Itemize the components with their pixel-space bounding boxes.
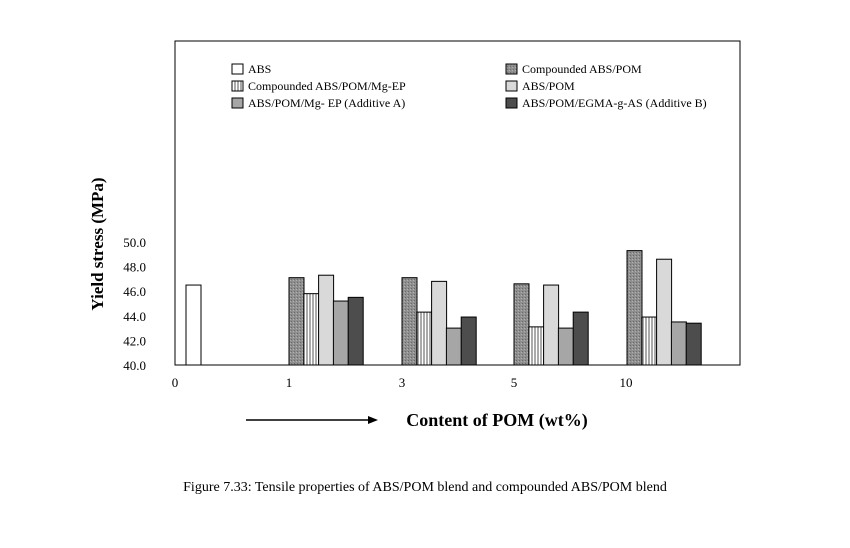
bar-compounded-abs-pom-mg-ep-1 <box>303 293 320 366</box>
bar-abs-pom-egma-g-as-additive-b--5 <box>572 311 589 366</box>
bar-abs-pom-egma-g-as-additive-b--10 <box>685 322 702 366</box>
x-axis-label: Content of POM (wt%) <box>406 410 587 431</box>
legend-swatch <box>231 97 244 109</box>
y-tick-label: 50.0 <box>123 235 146 250</box>
bar-abs-0 <box>185 284 202 366</box>
bar-compounded-abs-pom-1 <box>288 277 305 366</box>
legend-swatch <box>231 80 244 92</box>
bar-compounded-abs-pom-mg-ep-10 <box>641 316 658 366</box>
x-tick-label: 3 <box>399 375 406 390</box>
bar-abs-pom-egma-g-as-additive-b--3 <box>460 316 477 366</box>
bar-abs-pom-5 <box>543 284 560 366</box>
y-tick-label: 40.0 <box>123 358 146 373</box>
x-tick-label: 10 <box>620 375 633 390</box>
x-tick-label: 1 <box>286 375 293 390</box>
bar-abs-pom-10 <box>656 258 673 366</box>
y-axis-ticks: 40.0 42.0 44.0 46.0 48.0 50.0 <box>123 235 146 373</box>
legend-swatch <box>231 63 244 75</box>
bar-abs-pom-mg-ep-additive-a--3 <box>445 327 462 366</box>
x-axis-ticks: 0 1 3 5 10 <box>172 375 633 390</box>
bar-compounded-abs-pom-5 <box>513 283 530 366</box>
legend-label: ABS/POM/EGMA-g-AS (Additive B) <box>522 96 707 110</box>
y-axis-label: Yield stress (MPa) <box>88 177 107 310</box>
plot-area-frame <box>174 40 741 366</box>
y-tick-label: 42.0 <box>123 333 146 348</box>
x-axis-arrow-head <box>368 416 378 424</box>
legend-label: Compounded ABS/POM/Mg-EP <box>248 79 406 93</box>
legend-label: Compounded ABS/POM <box>522 62 642 76</box>
y-tick-label: 46.0 <box>123 284 146 299</box>
figure-caption: Figure 7.33: Tensile properties of ABS/P… <box>183 480 667 495</box>
y-tick-label: 48.0 <box>123 260 146 275</box>
x-tick-label: 0 <box>172 375 179 390</box>
y-tick-label: 44.0 <box>123 309 146 324</box>
bar-abs-pom-mg-ep-additive-a--1 <box>332 300 349 366</box>
legend-swatch <box>505 80 518 92</box>
bar-compounded-abs-pom-mg-ep-5 <box>528 326 545 366</box>
bar-compounded-abs-pom-3 <box>401 277 418 366</box>
bars <box>185 250 702 366</box>
legend-swatch <box>505 97 518 109</box>
bar-abs-pom-mg-ep-additive-a--10 <box>670 321 687 366</box>
bar-compounded-abs-pom-10 <box>626 250 643 366</box>
bar-abs-pom-mg-ep-additive-a--5 <box>557 327 574 366</box>
bar-abs-pom-1 <box>318 274 335 366</box>
bar-abs-pom-3 <box>431 280 448 366</box>
bar-compounded-abs-pom-mg-ep-3 <box>416 311 433 366</box>
legend: ABS Compounded ABS/POM Compounded ABS/POM/… <box>231 62 707 110</box>
legend-swatch <box>505 63 518 75</box>
bar-abs-pom-egma-g-as-additive-b--1 <box>347 296 364 366</box>
x-tick-label: 5 <box>511 375 518 390</box>
legend-label: ABS/POM <box>522 79 575 93</box>
legend-label: ABS <box>248 62 271 76</box>
legend-label: ABS/POM/Mg- EP (Additive A) <box>248 96 405 110</box>
